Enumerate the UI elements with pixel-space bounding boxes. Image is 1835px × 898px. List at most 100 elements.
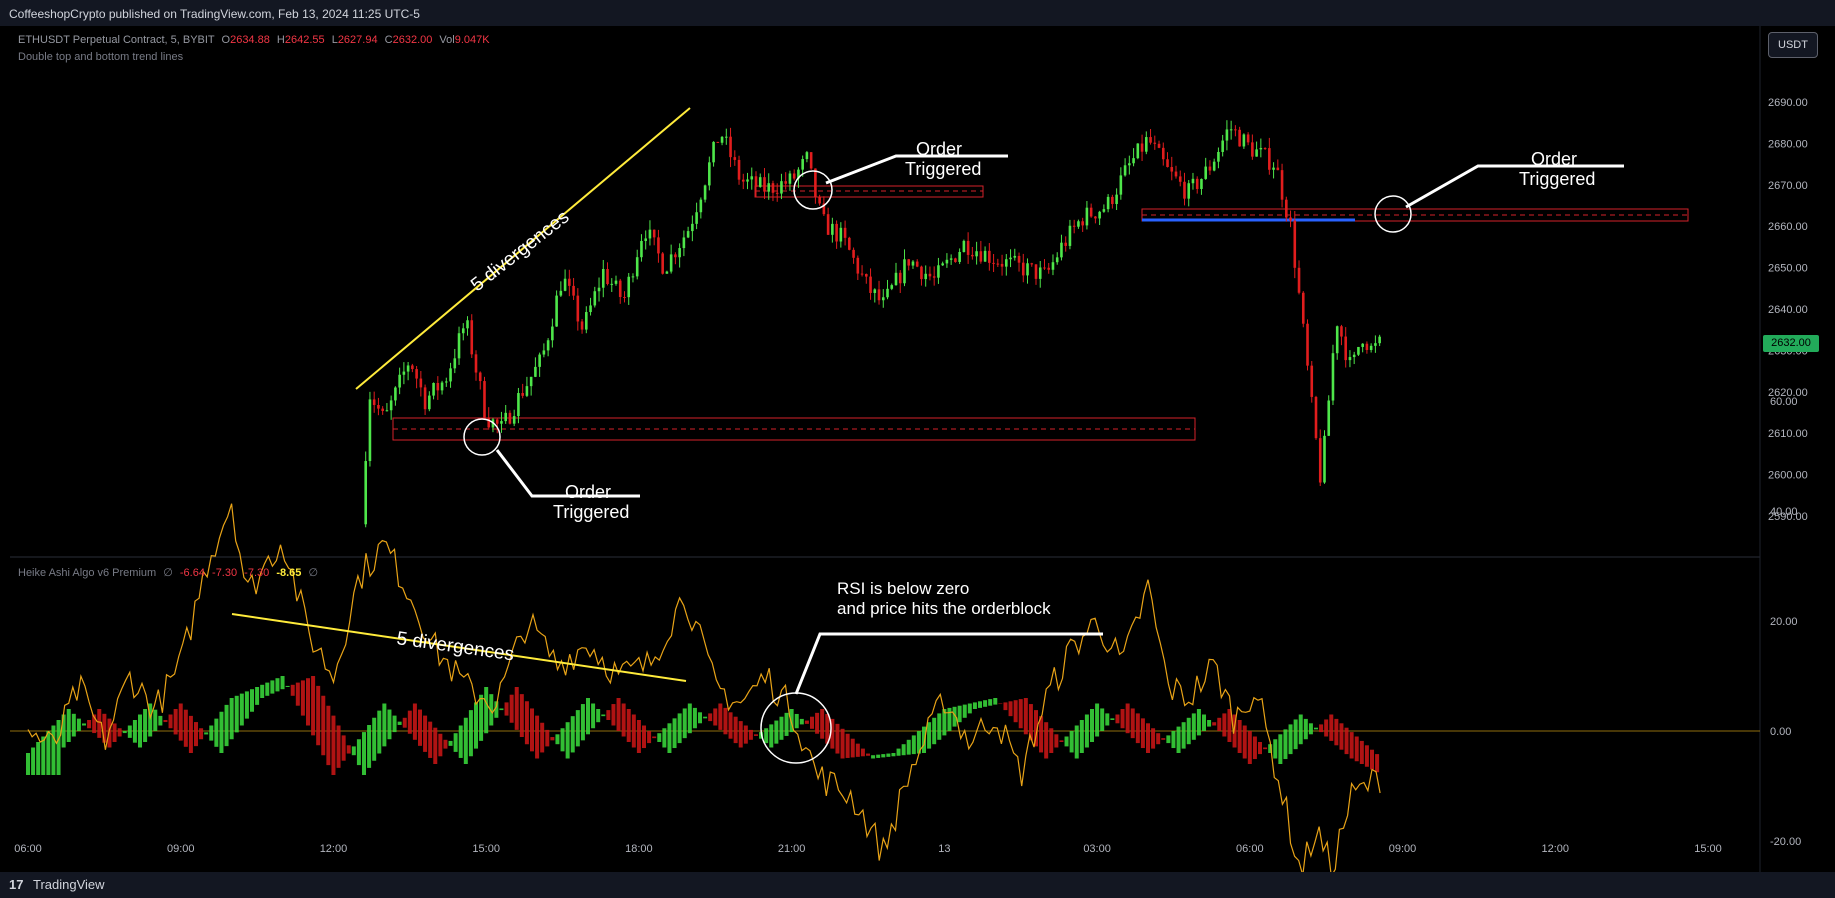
order-triggered-2-line1: Order xyxy=(916,139,962,159)
candle-body xyxy=(563,278,567,291)
candle-body xyxy=(1098,211,1101,219)
divergence-trendline-lower[interactable] xyxy=(231,613,687,682)
candle-body xyxy=(971,254,974,257)
candle-body xyxy=(1030,263,1034,265)
time-tick-label: 12:00 xyxy=(320,843,348,855)
price-tick-label: 2680.00 xyxy=(1768,138,1808,150)
high-value: 2642.55 xyxy=(284,34,325,46)
null-symbol-2: ∅ xyxy=(308,567,319,579)
publish-info-bar: CoffeeshopCrypto published on TradingVie… xyxy=(0,0,1835,26)
candle-body xyxy=(682,237,686,249)
open-value: 2634.88 xyxy=(230,34,270,46)
candle-body xyxy=(627,276,631,298)
candle-body xyxy=(954,258,957,262)
candle-body xyxy=(674,254,677,258)
callout-line-1 xyxy=(495,449,640,498)
candle-body xyxy=(1293,220,1297,268)
candle-body xyxy=(512,416,516,424)
candle-body xyxy=(848,237,851,250)
candle-body xyxy=(852,249,855,258)
candle-body xyxy=(754,176,758,187)
candle-body xyxy=(1323,435,1326,483)
high-label: H xyxy=(276,34,285,46)
callout-line-2 xyxy=(825,154,1008,185)
candle-body xyxy=(555,295,558,327)
candle-body xyxy=(449,368,452,382)
candle-body xyxy=(1000,263,1004,267)
candle-body xyxy=(1208,166,1212,171)
rsi-axis[interactable]: 60.00 40.00 20.00 0.00 -20.00 xyxy=(1770,396,1801,848)
candle-body xyxy=(483,381,486,418)
open-label: O xyxy=(221,34,231,46)
tradingview-logo-icon: 17 xyxy=(9,877,24,892)
candle-body xyxy=(788,173,792,184)
chart-canvas[interactable]: 2690.00 2680.00 2670.00 2660.00 2650.00 2640.… xyxy=(0,26,1835,872)
candle-body xyxy=(699,199,703,213)
candle-body xyxy=(1174,171,1178,177)
candle-body xyxy=(1094,216,1097,219)
candle-body xyxy=(1246,134,1250,143)
oscillator-value-1: -6.64 xyxy=(179,567,205,579)
candle-body xyxy=(911,261,915,266)
candle-body xyxy=(979,251,983,262)
candle-body xyxy=(1200,178,1203,189)
candle-body xyxy=(610,283,614,285)
candle-body xyxy=(839,227,843,242)
candle-body xyxy=(1170,167,1174,172)
candle-body xyxy=(1259,147,1263,150)
candle-body xyxy=(601,268,605,288)
divergence-trendline-upper[interactable] xyxy=(355,107,691,390)
candle-body xyxy=(890,285,894,289)
candle-body xyxy=(623,296,626,298)
low-label: L xyxy=(331,34,338,46)
candle-body xyxy=(631,276,635,278)
time-tick-label: 09:00 xyxy=(1389,843,1417,855)
candle-body xyxy=(1089,207,1093,217)
candle-body xyxy=(1115,194,1118,205)
currency-button[interactable]: USDT xyxy=(1768,32,1818,58)
candle-body xyxy=(983,250,987,262)
time-tick-label: 03:00 xyxy=(1083,843,1111,855)
time-tick-label: 12:00 xyxy=(1542,843,1570,855)
candle-body xyxy=(661,253,664,274)
oscillator-legend[interactable]: Heike Ashi Algo v6 Premium ∅ -6.64 -7.30… xyxy=(18,566,318,579)
rsi-tick-label: 0.00 xyxy=(1770,726,1791,738)
price-axis[interactable]: 2690.00 2680.00 2670.00 2660.00 2650.00 2640.… xyxy=(1768,97,1808,523)
candle-body xyxy=(877,289,881,301)
candle-body xyxy=(432,382,435,396)
time-axis[interactable]: 06:00 09:00 12:00 15:00 18:00 21:00 13 03:00 06:… xyxy=(14,843,1722,855)
candle-body xyxy=(614,280,618,284)
time-tick-label: 09:00 xyxy=(167,843,195,855)
candle-body xyxy=(1068,225,1072,246)
candle-body xyxy=(822,203,826,215)
candle-body xyxy=(949,258,953,260)
candle-body xyxy=(415,369,418,379)
low-value: 2627.94 xyxy=(337,34,378,46)
rsi-tick-label: 20.00 xyxy=(1770,616,1798,628)
candle-body xyxy=(1047,267,1051,270)
candle-body xyxy=(606,268,609,284)
candle-body xyxy=(720,136,724,143)
order-triggered-3-line1: Order xyxy=(1531,149,1577,169)
oscillator-name[interactable]: Heike Ashi Algo v6 Premium xyxy=(18,567,157,579)
candle-body xyxy=(814,168,817,197)
indicator-legend[interactable]: Double top and bottom trend lines xyxy=(18,51,184,63)
symbol-legend[interactable]: ETHUSDT Perpetual Contract, 5, BYBIT O26… xyxy=(18,34,490,46)
candle-body xyxy=(805,152,809,160)
candle-body xyxy=(470,320,474,355)
candle-body xyxy=(1357,346,1360,355)
candle-body xyxy=(546,340,550,351)
candle-body xyxy=(589,305,592,313)
candle-body xyxy=(1289,217,1292,221)
candle-body xyxy=(907,259,911,266)
divergence-label-lower: 5 divergences xyxy=(395,628,515,665)
candle-body xyxy=(1128,163,1131,166)
candle-body xyxy=(775,192,779,194)
symbol-name[interactable]: ETHUSDT Perpetual Contract, 5, BYBIT xyxy=(18,34,215,46)
candle-body xyxy=(758,177,762,187)
candle-body xyxy=(750,176,754,180)
volume-value: 9.047K xyxy=(454,34,490,46)
candle-body xyxy=(1106,196,1110,210)
candle-body xyxy=(457,333,461,359)
candle-body xyxy=(593,291,597,306)
